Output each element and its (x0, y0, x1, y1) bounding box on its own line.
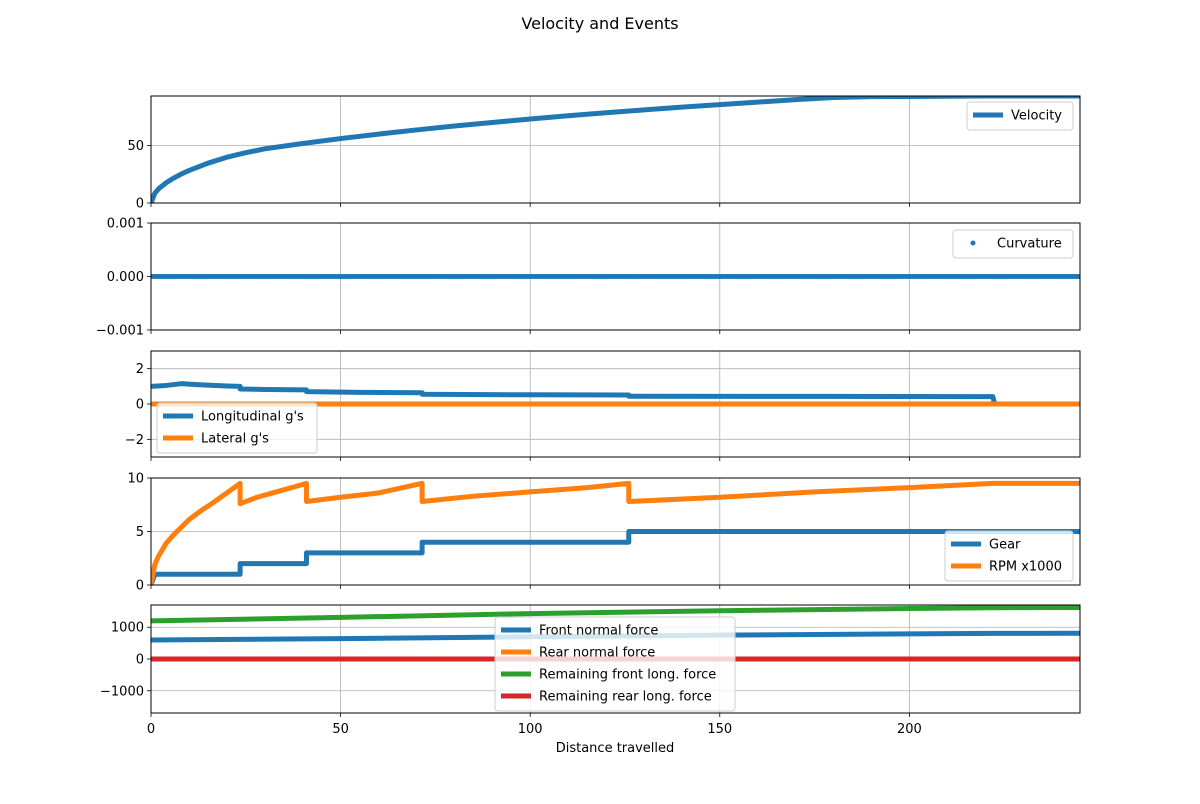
curvature-point (1077, 274, 1080, 279)
legend-label: Rear normal force (539, 646, 655, 661)
x-tick-label: 50 (332, 722, 349, 737)
series-line-rpm-x1000 (151, 480, 1080, 585)
subplot-curvature: 0.001 0.000 −0.001 Curvature (96, 217, 1081, 339)
series-line-gear (151, 529, 1080, 585)
y-tick-label: 0.001 (107, 217, 144, 232)
x-tick-label: 100 (518, 722, 543, 737)
x-tick-label: 0 (147, 722, 155, 737)
legend-label: Lateral g's (201, 432, 269, 447)
y-tick-label: 1000 (111, 621, 144, 636)
legend-gforce: Longitudinal g's Lateral g's (156, 402, 318, 454)
y-tick-label: 0 (136, 653, 144, 668)
legend-box (966, 101, 1074, 131)
y-tick-label: 0 (136, 197, 144, 212)
y-tick-label: 0 (136, 398, 144, 413)
y-tick-label: 0 (136, 579, 144, 594)
legend-marker (970, 240, 976, 246)
series-line-longitudinal-g-s (151, 381, 1080, 407)
series-group (151, 381, 1080, 407)
subplot-forces: 1000 0 −1000 0 50 100 150 200 Front normal force… (100, 604, 1081, 737)
axes-frame (150, 95, 1081, 204)
y-tick-label: −2 (125, 433, 144, 448)
legend-label: RPM x1000 (989, 560, 1062, 575)
y-tick-label: 2 (136, 362, 144, 377)
legend-label: Longitudinal g's (201, 410, 304, 425)
series-group (151, 480, 1080, 585)
x-tick-label: 200 (897, 722, 922, 737)
legend-gear-rpm: Gear RPM x1000 (944, 530, 1074, 582)
axes-frame (150, 350, 1081, 458)
y-tick-label: 5 (136, 525, 144, 540)
legend-label: Gear (989, 538, 1021, 553)
legend-forces: Front normal force Rear normal force Remai… (494, 616, 736, 712)
figure-title: Velocity and Events (521, 14, 678, 33)
subplot-velocity: 0 50 Velocity (127, 95, 1081, 212)
y-tick-label: −1000 (100, 684, 144, 699)
y-tick-label: −0.001 (96, 324, 144, 339)
x-tick-label: 150 (707, 722, 732, 737)
legend-curvature: Curvature (952, 229, 1074, 259)
subplot-gear-rpm: 0 5 10 Gear RPM x1000 (127, 472, 1081, 594)
series-line-remaining-front-long-force (151, 605, 1080, 624)
legend-label: Remaining rear long. force (539, 690, 712, 705)
legend-label: Remaining front long. force (539, 668, 716, 683)
legend-box (156, 402, 318, 454)
legend-box (494, 616, 736, 712)
legend-label: Front normal force (539, 624, 658, 639)
series-curvature (151, 274, 1080, 279)
y-tick-label: 10 (127, 472, 144, 487)
x-axis-label: Distance travelled (556, 741, 675, 756)
series-group (151, 96, 1080, 203)
series-line-velocity (151, 96, 1080, 203)
y-tick-label: 0.000 (107, 270, 144, 285)
series-group (151, 274, 1080, 279)
legend-box (952, 229, 1074, 259)
axes-frame (150, 604, 1081, 714)
y-tick-label: 50 (127, 139, 144, 154)
axes-frame (150, 222, 1081, 331)
axes-frame (150, 477, 1081, 586)
subplot-gforce: 2 0 −2 Longitudinal g's Lateral g's (125, 350, 1081, 461)
legend-label: Curvature (997, 237, 1062, 252)
legend-label: Velocity (1011, 109, 1062, 124)
legend-velocity: Velocity (966, 101, 1074, 131)
subplots: 050Velocity0.0010.000−0.001Curvature20−2… (96, 95, 1081, 737)
